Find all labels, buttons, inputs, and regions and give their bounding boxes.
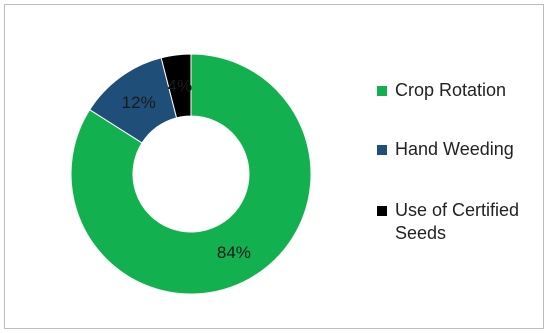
legend-item-crop-rotation: Crop Rotation	[377, 79, 545, 102]
slice-labels: 84% 12% 4%	[122, 77, 251, 262]
legend-label-certified-seeds: Use of Certified Seeds	[395, 200, 520, 243]
legend-label-hand-weeding: Hand Weeding	[395, 139, 514, 159]
legend-item-certified-seeds: Use of Certified Seeds	[377, 199, 545, 245]
donut-slices	[70, 53, 312, 295]
legend: Crop Rotation Hand Weeding Use of Certif…	[377, 79, 545, 281]
chart-frame: 84% 12% 4% Crop Rotation Hand Weeding Use …	[4, 4, 544, 329]
donut-slice-certified-seeds	[160, 53, 192, 119]
legend-item-hand-weeding: Hand Weeding	[377, 138, 545, 161]
donut-slice-crop-rotation	[70, 53, 312, 295]
legend-swatch-hand-weeding	[377, 145, 387, 155]
slice-label-certified-seeds: 4%	[168, 77, 193, 96]
legend-swatch-crop-rotation	[377, 86, 387, 96]
legend-label-crop-rotation: Crop Rotation	[395, 80, 507, 100]
slice-label-hand-weeding: 12%	[122, 93, 156, 112]
legend-swatch-certified-seeds	[377, 206, 387, 216]
donut-chart: 84% 12% 4%	[70, 53, 312, 295]
slice-label-crop-rotation: 84%	[217, 243, 251, 262]
